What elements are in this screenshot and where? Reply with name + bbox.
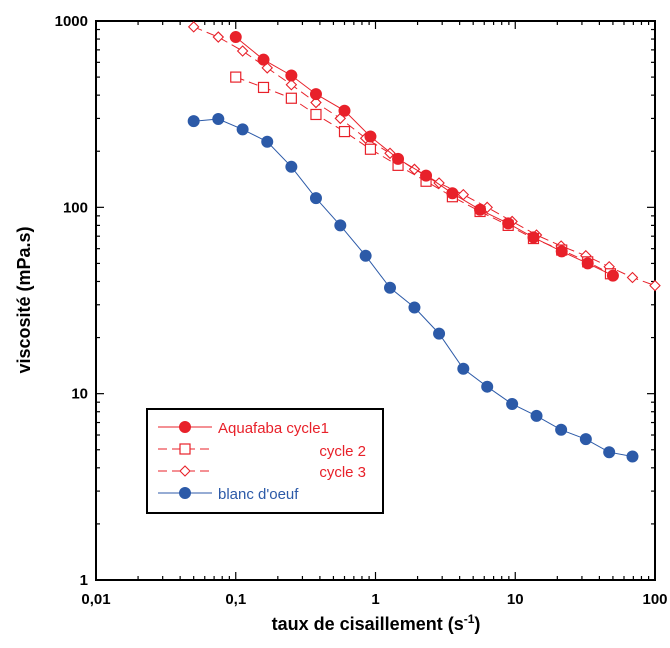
series-line-cycle-3 — [193, 26, 656, 287]
series-aquafaba-cycle1 — [229, 31, 619, 282]
data-point-aquafaba-cycle1 — [446, 187, 459, 200]
data-point-blanc-d-oeuf — [261, 135, 274, 148]
x-tick-label: 0,1 — [225, 591, 246, 608]
data-point-cycle-2 — [310, 108, 322, 121]
data-point-aquafaba-cycle1 — [229, 31, 242, 44]
data-point-aquafaba-cycle1 — [606, 269, 619, 282]
data-series — [187, 21, 661, 463]
data-point-blanc-d-oeuf — [359, 249, 372, 262]
x-tick-label: 1 — [371, 591, 379, 608]
data-point-cycle-2 — [338, 125, 351, 138]
y-axis-title: viscosité (mPa.s) — [14, 226, 34, 373]
data-point-cycle-2 — [364, 143, 377, 155]
data-point-blanc-d-oeuf — [603, 446, 616, 459]
data-point-aquafaba-cycle1 — [474, 203, 487, 216]
data-point-blanc-d-oeuf — [433, 327, 446, 340]
data-point-blanc-d-oeuf — [408, 301, 421, 314]
legend-marker-blanc-d-oeuf — [179, 487, 191, 499]
data-point-cycle-3 — [626, 271, 639, 284]
data-point-blanc-d-oeuf — [285, 160, 298, 173]
series-blanc-d-oeuf — [187, 112, 639, 463]
data-point-blanc-d-oeuf — [481, 380, 494, 393]
legend-symbols — [158, 421, 212, 499]
x-tick-label: 0,01 — [81, 591, 110, 608]
x-axis-title-end: ) — [474, 614, 480, 634]
y-tick-label: 100 — [63, 199, 88, 216]
data-point-blanc-d-oeuf — [212, 112, 225, 125]
data-point-aquafaba-cycle1 — [555, 245, 568, 258]
x-axis-title: taux de cisaillement (s-1) — [272, 612, 481, 634]
legend-label-cycle-3: cycle 3 — [319, 464, 366, 481]
data-point-cycle-2 — [230, 71, 242, 83]
data-point-cycle-3 — [649, 279, 661, 292]
data-point-blanc-d-oeuf — [579, 433, 592, 446]
legend-label-blanc-oeuf: blanc d'oeuf — [218, 486, 299, 503]
data-point-blanc-d-oeuf — [555, 423, 568, 436]
data-point-blanc-d-oeuf — [457, 362, 470, 375]
data-point-aquafaba-cycle1 — [364, 130, 377, 143]
legend-label-cycle-2: cycle 2 — [319, 443, 366, 460]
legend-label-aquafaba-cycle1: Aquafaba cycle1 — [218, 420, 329, 437]
data-point-cycle-2 — [257, 81, 270, 94]
data-point-blanc-d-oeuf — [530, 409, 543, 422]
data-point-blanc-d-oeuf — [309, 192, 322, 205]
data-point-aquafaba-cycle1 — [420, 169, 433, 182]
x-tick-label: 100 — [642, 591, 667, 608]
y-tick-label: 1000 — [55, 13, 88, 30]
legend: Aquafaba cycle1 cycle 2 cycle 3 blanc d'… — [146, 408, 384, 514]
data-point-aquafaba-cycle1 — [527, 231, 540, 244]
y-tick-label: 10 — [71, 386, 88, 403]
data-point-aquafaba-cycle1 — [502, 217, 515, 230]
data-point-aquafaba-cycle1 — [285, 69, 298, 82]
data-point-blanc-d-oeuf — [384, 281, 397, 294]
axis-ticks: 0,01 0,1 1 10 100 1 10 100 1000 — [55, 13, 668, 608]
legend-marker-aquafaba-cycle1 — [179, 421, 191, 433]
data-point-cycle-2 — [285, 92, 297, 104]
data-point-blanc-d-oeuf — [187, 115, 200, 128]
data-point-aquafaba-cycle1 — [392, 152, 405, 165]
legend-marker-cycle-2 — [179, 443, 191, 455]
y-tick-label: 1 — [80, 572, 88, 589]
data-point-cycle-3 — [212, 31, 225, 43]
data-point-blanc-d-oeuf — [506, 398, 519, 411]
data-point-aquafaba-cycle1 — [338, 104, 351, 117]
data-point-aquafaba-cycle1 — [309, 88, 322, 101]
x-axis-title-sup: -1 — [464, 612, 475, 626]
data-point-aquafaba-cycle1 — [257, 53, 270, 66]
x-tick-label: 10 — [507, 591, 524, 608]
data-point-cycle-3 — [236, 45, 249, 57]
data-point-blanc-d-oeuf — [236, 123, 249, 136]
data-point-cycle-3 — [310, 96, 322, 109]
data-point-cycle-3 — [187, 21, 200, 33]
legend-marker-cycle-3 — [179, 465, 191, 477]
data-point-aquafaba-cycle1 — [581, 257, 594, 270]
x-axis-title-main: taux de cisaillement (s — [272, 614, 464, 634]
data-point-blanc-d-oeuf — [334, 219, 347, 232]
data-point-cycle-3 — [285, 78, 298, 91]
data-point-blanc-d-oeuf — [626, 450, 639, 463]
